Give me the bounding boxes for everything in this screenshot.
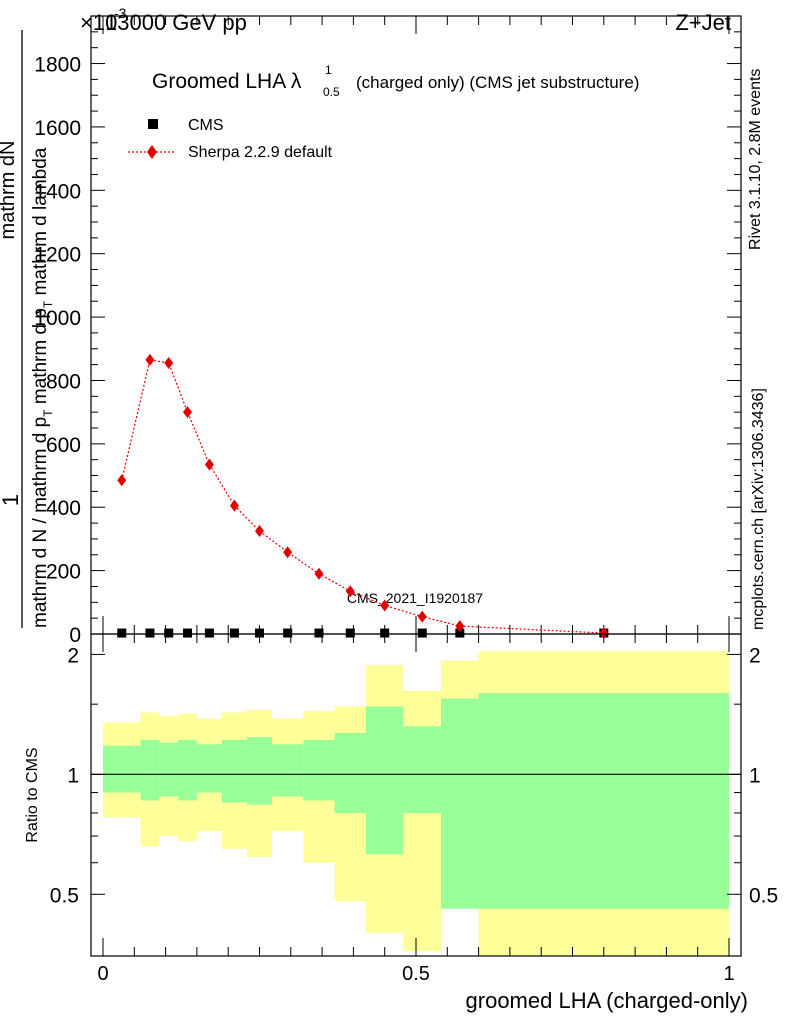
header-left: 13000 GeV pp: [105, 10, 247, 35]
ratio-axes: 0 0.5 1 0.5 0.5 1 1 2 2: [50, 633, 778, 985]
sherpa-point: [255, 525, 264, 537]
cms-point: [183, 628, 193, 638]
y-tick-label: 1800: [34, 54, 81, 77]
series-layer: [117, 353, 609, 640]
sherpa-point: [380, 599, 390, 612]
ratio-y-tick-label-right: 0.5: [749, 884, 778, 907]
rivet-label: Rivet 3.1.10, 2.8M events: [747, 69, 764, 250]
stat-band-bin: [246, 737, 273, 805]
y-tick-label: 600: [46, 434, 81, 457]
stat-band-bin: [159, 742, 179, 797]
sherpa-point: [314, 567, 324, 580]
header-right: Z+Jet: [675, 10, 731, 35]
cms-point: [380, 628, 390, 638]
cms-point: [117, 628, 127, 638]
y-tick-label: 1400: [34, 180, 81, 203]
stat-band-bin: [365, 706, 404, 855]
cms-point: [345, 628, 355, 638]
ylabel-numerator: mathrm dN: [0, 141, 19, 240]
ratio-ylabel: Ratio to CMS: [24, 747, 41, 842]
legend-sherpa-marker: [147, 145, 157, 159]
y-tick-label: 1600: [34, 117, 81, 140]
sherpa-point: [183, 406, 193, 419]
ratio-y-tick-label: 2: [67, 644, 79, 667]
title-suffix: (charged only) (CMS jet substructure): [356, 73, 639, 92]
legend-sherpa-label: Sherpa 2.2.9 default: [188, 144, 333, 161]
sherpa-point: [455, 620, 465, 633]
ylabel-den-a: mathrm d N / mathrm d p: [30, 417, 51, 628]
stat-band-bin: [178, 739, 197, 801]
cms-point: [283, 628, 293, 638]
title-sup: 1: [325, 63, 332, 77]
y-tick-label: 800: [46, 370, 81, 393]
y-tick-label: 1200: [34, 244, 81, 267]
main-frame: [90, 15, 742, 635]
title-text: Groomed LHA λ: [152, 70, 302, 93]
ylabel-den-c: mathrm d lambda: [30, 147, 51, 301]
main-title: Groomed LHA λ 1 0.5 (charged only) (CMS …: [152, 63, 639, 99]
sherpa-point: [204, 458, 214, 471]
sherpa-point: [417, 610, 427, 623]
x-tick-label: 0: [97, 963, 108, 985]
legend: CMS Sherpa 2.2.9 default: [128, 117, 333, 161]
ylabel-top: 1: [0, 494, 23, 506]
cms-point: [255, 628, 264, 638]
y-tick-label: 400: [46, 497, 81, 520]
legend-cms-label: CMS: [188, 117, 224, 134]
ratio-y-tick-label-right: 1: [749, 764, 761, 787]
ratio-y-tick-label-right: 2: [749, 644, 761, 667]
sherpa-point: [345, 585, 355, 598]
stat-band-bin: [441, 698, 479, 909]
stat-band-bin: [303, 739, 335, 801]
cms-point: [164, 628, 174, 638]
x-tick-label: 1: [723, 963, 734, 985]
exponent-label: ×10 -3: [80, 5, 127, 35]
ylabel-denominator: mathrm d N / mathrm d pT mathrm d pT mat…: [30, 147, 55, 628]
stat-band-bin: [272, 744, 304, 797]
sherpa-point: [283, 546, 293, 559]
main-axes: 0 200 400 600 800 1000 1200 1400 1600 1800: [34, 15, 742, 647]
exponent-value: -3: [114, 5, 127, 21]
cms-point: [229, 628, 239, 638]
cms-point: [204, 628, 214, 638]
y-tick-label: 200: [46, 561, 81, 584]
title-sub: 0.5: [323, 85, 340, 99]
ratio-y-tick-label: 1: [67, 764, 79, 787]
analysis-watermark: CMS_2021_I1920187: [347, 590, 483, 606]
ratio-panel: 0 0.5 1 0.5 0.5 1 1 2 2 Ratio to CMS groomed LHA…: [24, 633, 778, 1013]
cms-point: [314, 628, 324, 638]
ylabel-den-b: mathrm d p: [30, 308, 51, 409]
stat-band-bin: [478, 692, 729, 909]
sherpa-point: [599, 627, 609, 640]
stat-band-bin: [196, 744, 222, 793]
main-ylabel: 1 mathrm dN mathrm d N / mathrm d pT mat…: [0, 30, 55, 628]
legend-cms-marker: [148, 119, 158, 129]
stat-band-bin: [403, 726, 442, 813]
x-axis-label: groomed LHA (charged-only): [466, 988, 748, 1013]
stat-band-bin: [103, 745, 141, 793]
sherpa-line: [121, 359, 604, 634]
ratio-bands: [103, 650, 729, 956]
stat-band-bin: [140, 739, 160, 801]
exponent-prefix: ×10: [80, 10, 117, 35]
stat-band-bin: [334, 732, 366, 813]
cms-point: [145, 628, 155, 638]
stat-band-bin: [221, 739, 247, 803]
cms-point: [417, 628, 427, 638]
sherpa-point: [117, 474, 127, 487]
mcplots-label: mcplots.cern.ch [arXiv:1306.3436]: [750, 388, 767, 630]
sherpa-point: [229, 499, 239, 512]
ylabel-den-sub: T: [41, 409, 55, 417]
sherpa-point: [145, 353, 155, 366]
cms-point: [455, 628, 465, 638]
sherpa-point: [164, 357, 174, 370]
ratio-y-tick-label: 0.5: [50, 884, 79, 907]
y-tick-label: 1000: [34, 307, 81, 330]
y-tick-label: 0: [69, 624, 81, 647]
ylabel-den-sub2: T: [41, 300, 55, 308]
x-tick-label: 0.5: [402, 963, 430, 985]
main-panel: 0 200 400 600 800 1000 1200 1400 1600 1800 Groome…: [0, 15, 742, 647]
